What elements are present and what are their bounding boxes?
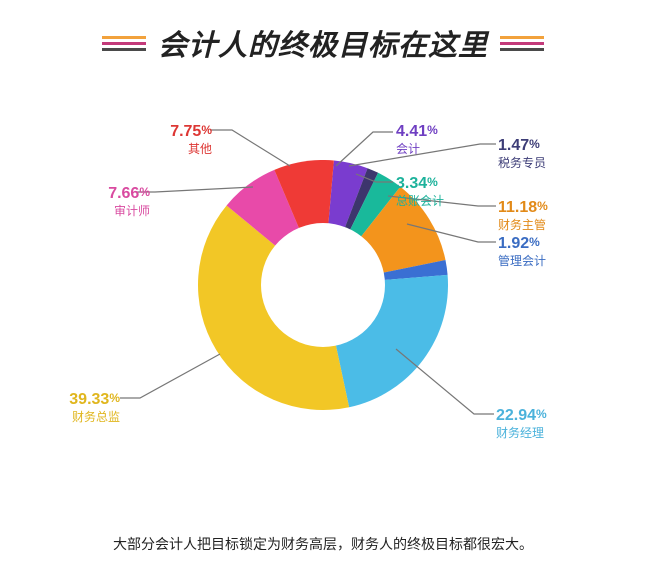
caption: 大部分会计人把目标锁定为财务高层，财务人的终极目标都很宏大。 (0, 534, 646, 554)
slice-percent: 7.66% (108, 184, 150, 204)
slice-name: 财务总监 (69, 410, 120, 425)
deco-bar (102, 36, 146, 39)
slice-name: 审计师 (108, 204, 150, 219)
slice-label: 7.66%审计师 (108, 184, 150, 219)
slice-percent: 7.75% (170, 122, 212, 142)
slice-label: 1.47%税务专员 (498, 136, 546, 171)
slice-name: 财务主管 (498, 218, 548, 233)
slice-percent: 11.18% (498, 198, 548, 218)
deco-bar (500, 48, 544, 51)
deco-bar (102, 42, 146, 45)
slice-label: 1.92%管理会计 (498, 234, 546, 269)
slice-name: 会计 (396, 142, 438, 157)
donut-chart: 4.41%会计 1.47%税务专员 3.34%总账会计 11.18%财务主管1.92%… (0, 74, 646, 504)
slice-name: 总账会计 (396, 194, 444, 209)
slice-name: 其他 (170, 142, 212, 157)
slice-label: 7.75%其他 (170, 122, 212, 157)
slice-name: 管理会计 (498, 254, 546, 269)
page-title: 会计人的终极目标在这里 (158, 22, 488, 64)
slice-percent: 39.33% (69, 390, 120, 410)
slice-percent: 22.94% (496, 406, 547, 426)
slice-label: 39.33%财务总监 (69, 390, 120, 425)
slice-label: 4.41%会计 (396, 122, 438, 157)
title-decorator-right (500, 36, 544, 51)
deco-bar (500, 42, 544, 45)
slice-percent: 1.47% (498, 136, 546, 156)
slice-name: 税务专员 (498, 156, 546, 171)
header: 会计人的终极目标在这里 (0, 0, 646, 74)
slice-percent: 1.92% (498, 234, 546, 254)
deco-bar (102, 48, 146, 51)
slice-label: 3.34%总账会计 (396, 174, 444, 209)
title-decorator-left (102, 36, 146, 51)
slice-label: 22.94%财务经理 (496, 406, 547, 441)
slice-name: 财务经理 (496, 426, 547, 441)
slice-label: 11.18%财务主管 (498, 198, 548, 233)
slice-percent: 3.34% (396, 174, 444, 194)
deco-bar (500, 36, 544, 39)
donut-hole (261, 223, 385, 347)
slice-percent: 4.41% (396, 122, 438, 142)
